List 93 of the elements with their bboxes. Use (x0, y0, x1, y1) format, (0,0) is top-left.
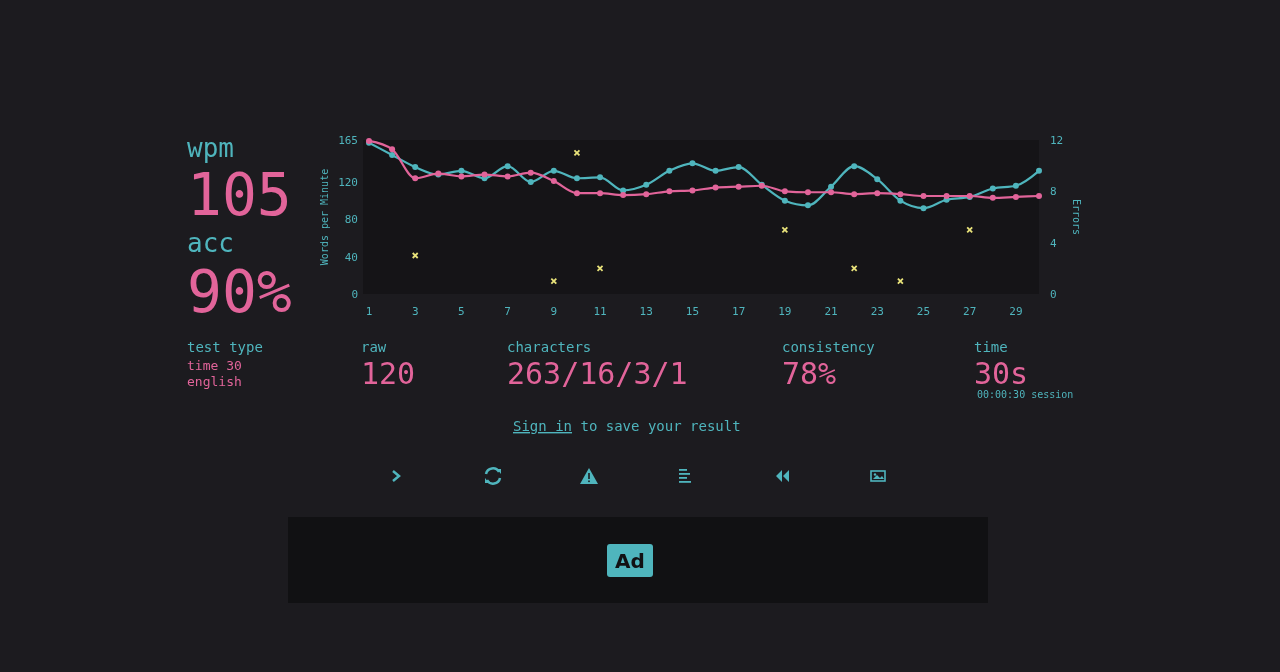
text: 90% (187, 258, 292, 326)
text: consistency (782, 339, 875, 355)
text: Sign in (513, 418, 573, 434)
text: english (187, 374, 242, 389)
text: 30s (974, 356, 1029, 391)
point (527, 179, 534, 185)
point (504, 173, 511, 180)
text: raw (361, 339, 387, 355)
point (989, 185, 996, 192)
x-tick-label: 21 (824, 305, 838, 318)
x-tick-label: 7 (504, 305, 511, 318)
x-tick-label: 1 (365, 305, 373, 318)
point (389, 146, 396, 153)
text: 263/16/3/1 (507, 356, 688, 391)
point (504, 163, 511, 170)
point (597, 190, 604, 197)
x-tick-label: 19 (778, 305, 792, 318)
point (920, 193, 927, 199)
point (1036, 193, 1042, 199)
point (1036, 167, 1042, 174)
point (666, 188, 673, 195)
y-tick-label: 40 (344, 250, 358, 264)
point (804, 202, 811, 209)
point (458, 173, 465, 180)
y2-axis-title: Errors (1071, 198, 1082, 236)
point (851, 163, 858, 170)
point (689, 187, 696, 194)
point (897, 197, 904, 204)
point (1012, 182, 1019, 189)
point (735, 183, 742, 190)
y-tick-label: 0 (351, 287, 358, 301)
point (781, 197, 788, 204)
point (643, 181, 650, 188)
point (643, 191, 650, 198)
point (389, 151, 396, 158)
point (412, 164, 419, 171)
point (735, 164, 742, 171)
point (897, 191, 904, 198)
point (573, 149, 581, 157)
point (943, 193, 950, 199)
point (597, 174, 604, 181)
text: 78% (782, 356, 837, 391)
point (781, 188, 788, 195)
x-tick-label: 11 (593, 305, 607, 318)
point (527, 169, 534, 176)
point (989, 194, 996, 201)
y-tick-label: 120 (338, 175, 358, 189)
point (874, 176, 881, 183)
point (920, 205, 927, 212)
text: Ad (615, 549, 645, 573)
x-tick-label: 5 (458, 305, 465, 318)
text: 00:00:30 session (977, 389, 1074, 400)
point (573, 175, 580, 182)
point (804, 189, 811, 196)
point (851, 191, 858, 198)
y-axis-title: Words per Minute (319, 168, 330, 266)
point (1012, 193, 1019, 200)
point (550, 178, 557, 185)
text: acc (187, 228, 234, 258)
x-tick-label: 27 (963, 305, 977, 318)
point (689, 160, 696, 167)
point (666, 167, 673, 174)
point (712, 184, 719, 191)
y2-tick-label: 12 (1050, 133, 1064, 147)
x-tick-label: 13 (639, 305, 653, 318)
text: to save your result (580, 418, 741, 434)
point (550, 167, 557, 174)
y-tick-label: 165 (338, 133, 358, 147)
x-tick-label: 23 (870, 305, 884, 318)
x-tick-label: 29 (1009, 305, 1023, 318)
point (712, 167, 719, 174)
x-tick-label: 15 (685, 305, 700, 318)
x-tick-label: 25 (916, 305, 931, 318)
x-tick-label: 3 (411, 305, 419, 318)
point (573, 190, 580, 197)
text: wpm (187, 133, 234, 163)
point (412, 175, 419, 182)
x-tick-label: 17 (732, 305, 746, 318)
text: characters (507, 339, 592, 355)
text: time (974, 339, 1008, 355)
point (458, 167, 465, 174)
point (828, 183, 835, 190)
point (620, 192, 627, 199)
point (828, 189, 835, 196)
y2-tick-label: 0 (1050, 287, 1057, 301)
point (874, 190, 881, 197)
y-tick-label: 80 (344, 213, 358, 227)
y2-tick-label: 8 (1050, 185, 1057, 199)
y2-tick-label: 4 (1050, 236, 1057, 250)
text: test type (187, 339, 263, 355)
text: time 30 (187, 358, 242, 373)
point (481, 171, 488, 178)
x-tick-label: 9 (550, 305, 558, 318)
